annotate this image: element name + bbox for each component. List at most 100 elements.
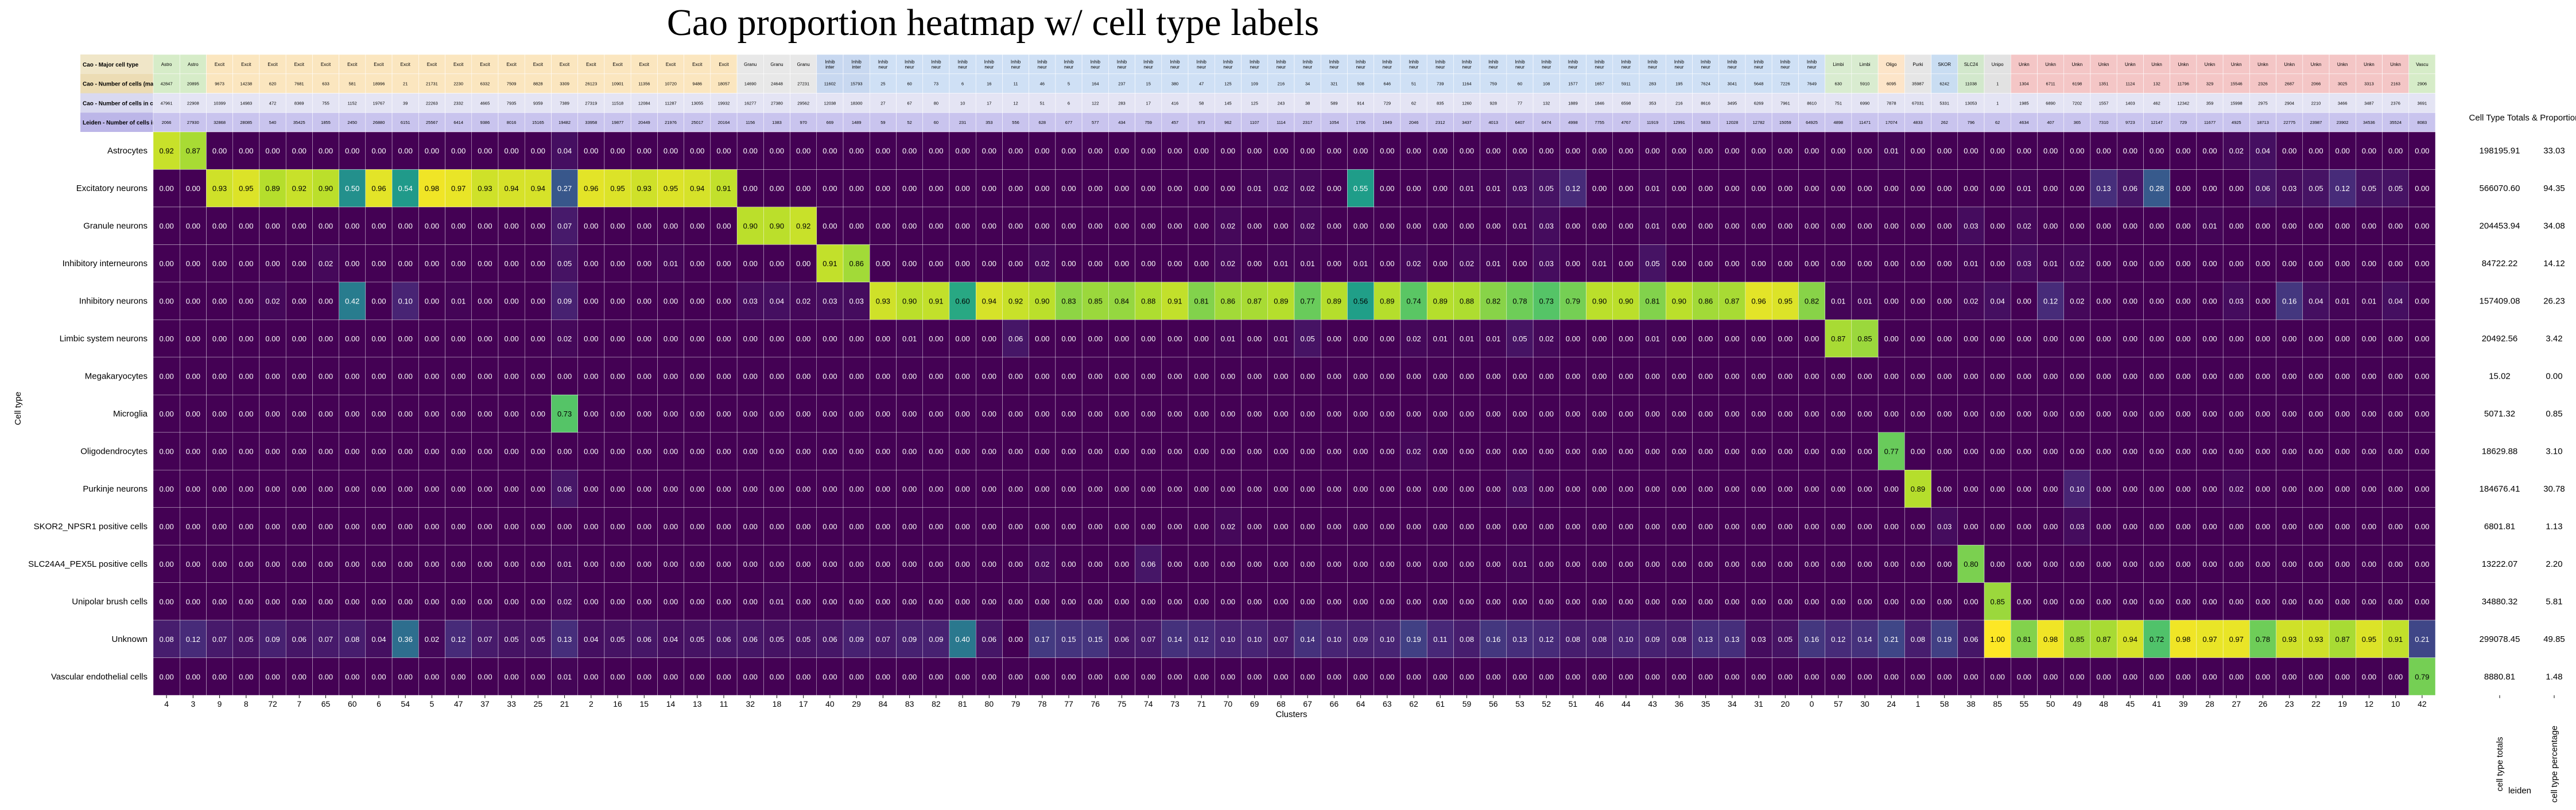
cell-value: 0.00 (584, 147, 598, 155)
heatmap-cell (604, 169, 631, 208)
header-major-type: Excit (586, 62, 596, 67)
header-count: 1114 (1277, 120, 1286, 125)
cell-value: 0.00 (2229, 597, 2244, 606)
header-count: 11919 (1647, 120, 1658, 125)
header-cell (1453, 73, 1480, 94)
header-cell (1904, 93, 1931, 113)
header-major-type: Inhib (851, 59, 862, 64)
header-cell (843, 54, 870, 75)
cell-value: 0.00 (371, 147, 386, 155)
cell-value: 0.00 (2202, 147, 2217, 155)
cell-value: 0.09 (929, 635, 943, 644)
cell-value: 0.03 (823, 297, 837, 306)
header-count: 12084 (638, 100, 650, 106)
cell-value: 0.00 (902, 597, 917, 606)
header-count: 6242 (1939, 81, 1949, 87)
header-major-type: Inhib (1436, 59, 1446, 64)
cell-value: 0.00 (186, 485, 200, 493)
heatmap-cell (790, 131, 817, 170)
cell-value: 0.07 (557, 222, 572, 231)
heatmap-cell (816, 131, 844, 170)
cell-value: 0.00 (2362, 597, 2376, 606)
header-major-type: neur (1038, 64, 1047, 69)
x-tick-label: 72 (268, 699, 277, 708)
cell-value: 0.00 (2309, 147, 2323, 155)
cell-value: 0.03 (1751, 635, 1766, 644)
header-count: 7389 (560, 100, 569, 106)
cell-value: 0.00 (743, 334, 758, 343)
cell-value: 0.00 (1672, 447, 1686, 455)
cell-value: 0.00 (504, 560, 518, 568)
header-cell (2037, 54, 2065, 75)
cell-value: 0.00 (982, 334, 996, 343)
cell-value: 0.00 (584, 560, 598, 568)
header-count: 4665 (480, 100, 490, 106)
cell-value: 0.05 (690, 635, 704, 644)
row-label: Inhibitory neurons (79, 297, 148, 306)
header-count: 2904 (2284, 100, 2294, 106)
cell-type-total: 15.02 (2489, 372, 2511, 381)
header-major-type: inter (825, 64, 835, 69)
cell-value: 0.00 (186, 184, 200, 193)
cell-value: 0.02 (1035, 259, 1049, 268)
header-cell (1426, 54, 1454, 75)
header-cell (1347, 93, 1374, 113)
cell-value: 0.00 (902, 447, 917, 455)
heatmap-cell (1215, 131, 1242, 170)
cell-value: 0.00 (1247, 560, 1262, 568)
header-major-type: Inhib (905, 59, 915, 64)
cell-value: 0.00 (2043, 522, 2058, 531)
cell-value: 0.87 (1725, 297, 1739, 306)
cell-value: 0.01 (1460, 184, 1474, 193)
cell-value: 0.00 (2176, 259, 2190, 268)
heatmap-cell (206, 131, 233, 170)
heatmap-cell (790, 169, 817, 208)
cell-value: 0.00 (2070, 222, 2084, 231)
heatmap-cell (1612, 169, 1640, 208)
cell-value: 0.00 (478, 560, 492, 568)
header-cell (1055, 112, 1083, 133)
header-count: 15546 (2230, 81, 2243, 87)
cell-value: 0.00 (159, 522, 173, 531)
heatmap-cell (2249, 131, 2276, 170)
heatmap-cell (1029, 169, 1056, 208)
cell-value: 0.00 (955, 334, 969, 343)
header-count: 751 (1835, 100, 1842, 106)
heatmap-cell (1188, 169, 1215, 208)
cell-value: 0.00 (371, 597, 386, 606)
cell-value: 0.00 (1088, 184, 1103, 193)
cell-value: 0.00 (1088, 447, 1103, 455)
header-count: 59 (880, 120, 885, 125)
cell-value: 0.00 (1115, 259, 1129, 268)
cell-value: 0.09 (1645, 635, 1659, 644)
heatmap-cell (1108, 169, 1135, 208)
cell-value: 0.00 (1937, 334, 1952, 343)
cell-value: 0.00 (1645, 372, 1659, 381)
cell-value: 0.00 (1805, 222, 1819, 231)
cell-value: 0.02 (1221, 522, 1235, 531)
header-major-type: neur (1091, 64, 1100, 69)
cell-value: 0.00 (504, 334, 518, 343)
cell-value: 0.00 (1937, 410, 1952, 418)
cell-value: 0.00 (1911, 334, 1925, 343)
cell-value: 0.00 (1167, 259, 1182, 268)
header-major-type: neur (1436, 64, 1445, 69)
cell-value: 0.00 (1035, 597, 1049, 606)
cell-value: 0.00 (1964, 410, 1978, 418)
cell-value: 0.00 (743, 672, 758, 681)
header-cell (2276, 93, 2303, 113)
cell-value: 0.00 (2229, 560, 2244, 568)
header-label-bg (80, 54, 153, 74)
cell-value: 0.00 (1141, 485, 1155, 493)
cell-value: 0.00 (2123, 372, 2137, 381)
cell-value: 0.00 (584, 447, 598, 455)
header-count: 1985 (2019, 100, 2029, 106)
cell-value: 0.00 (451, 259, 465, 268)
cell-value: 0.00 (478, 334, 492, 343)
header-major-type: Oligo (1886, 62, 1897, 67)
cell-value: 0.92 (1008, 297, 1023, 306)
cell-value: 0.00 (2150, 147, 2164, 155)
cell-value: 0.01 (557, 672, 572, 681)
cell-value: 0.00 (823, 447, 837, 455)
cell-value: 0.00 (1725, 372, 1739, 381)
